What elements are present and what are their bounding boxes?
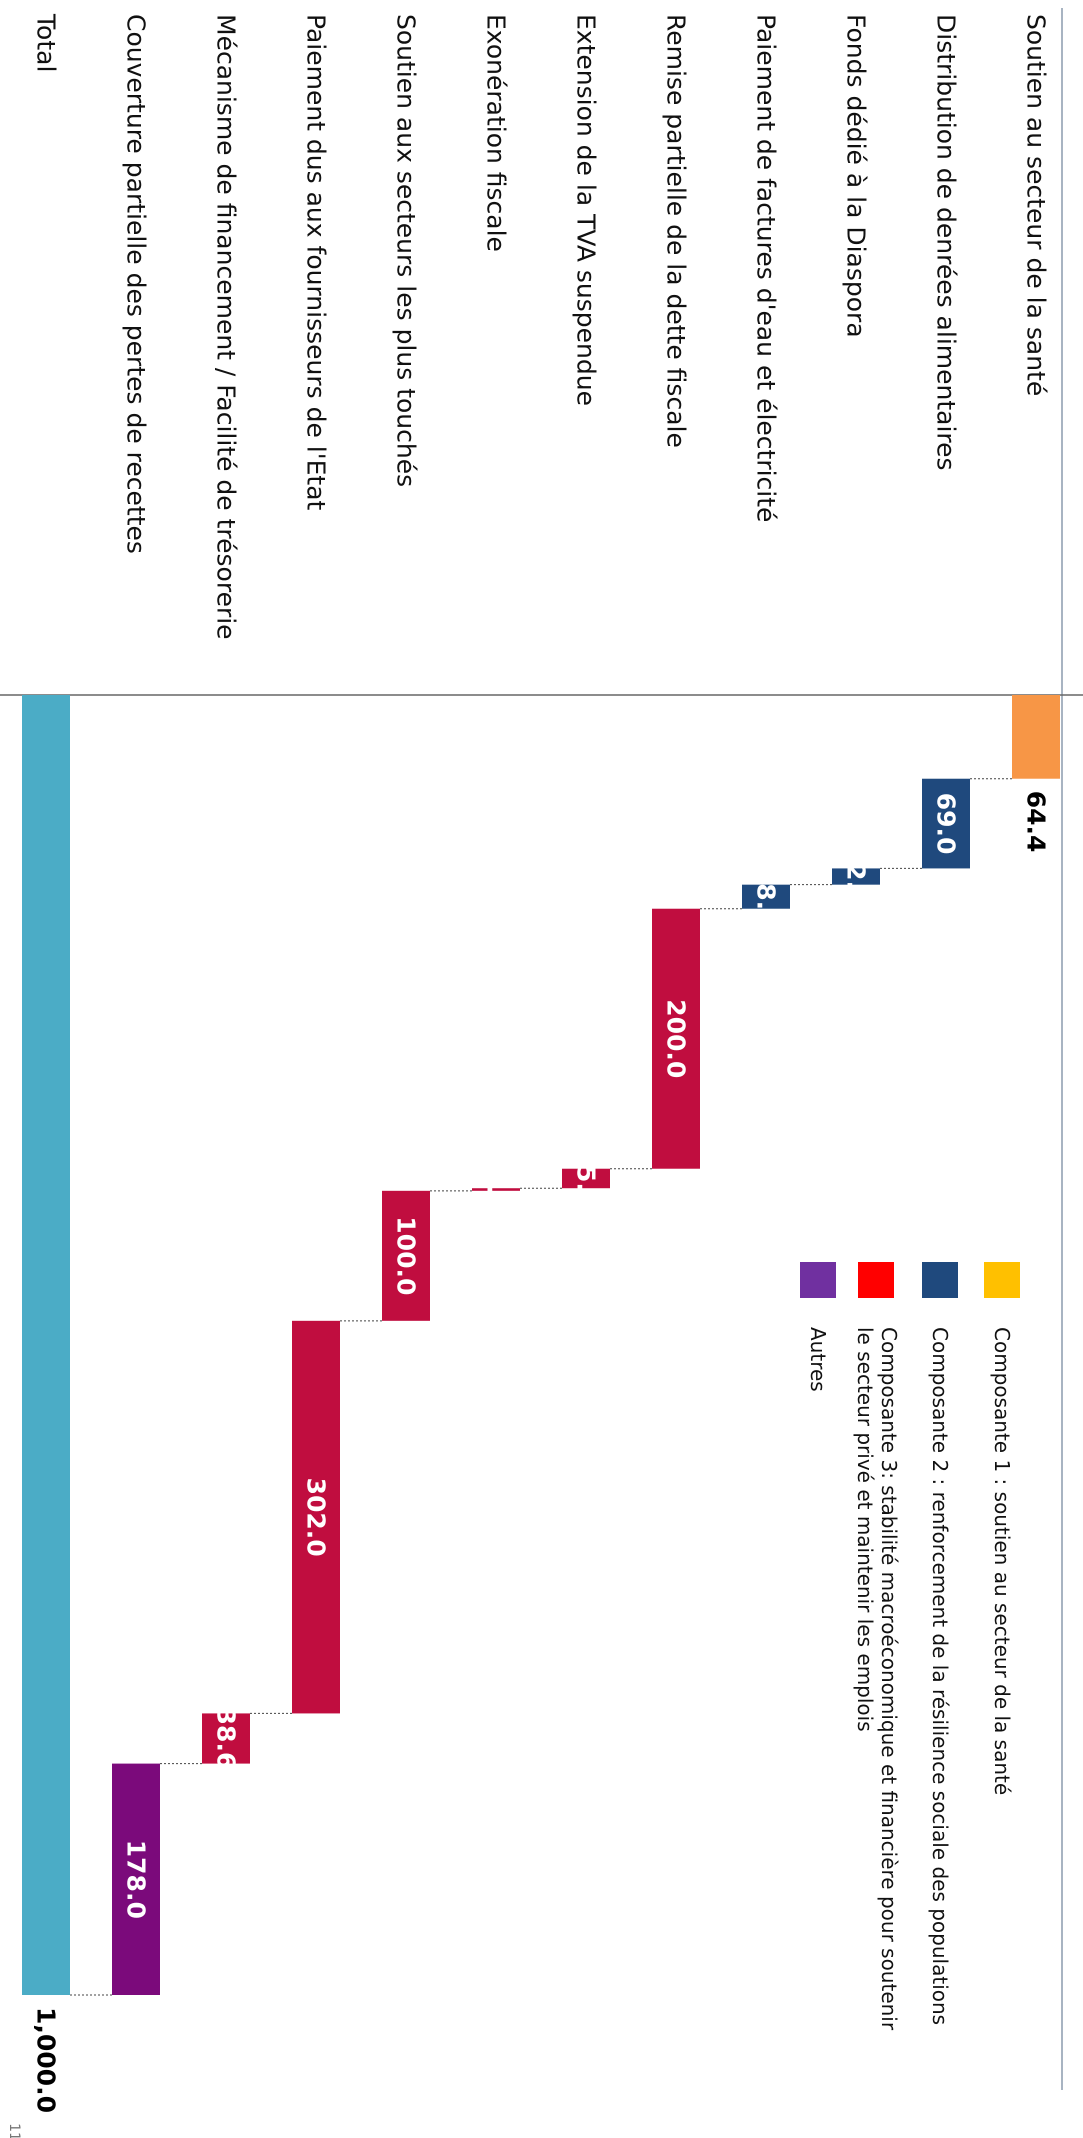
page-number: 11: [6, 2123, 22, 2138]
bar-5: [652, 908, 700, 1169]
value-label: 38.6: [212, 1708, 241, 1770]
category-label: Paiement de factures d'eau et électricit…: [752, 14, 781, 522]
bars-group: [22, 695, 1060, 1995]
legend: Composante 1 : soutien au secteur de la …: [800, 1262, 1020, 2031]
value-label: 12.5: [842, 846, 871, 908]
legend-swatch: [984, 1262, 1020, 1298]
bar-3: [832, 868, 880, 885]
value-label: 302.0: [302, 1478, 331, 1557]
value-label: 15.0: [572, 1148, 601, 1210]
legend-label: Composante 1 : soutien au secteur de la …: [990, 1327, 1014, 1795]
value-label: 2.0: [482, 1167, 511, 1211]
value-label: 200.0: [662, 999, 691, 1078]
bar-7: [472, 1188, 520, 1191]
legend-swatch: [858, 1262, 894, 1298]
bar-8: [382, 1190, 430, 1321]
connector-lines: [70, 778, 1012, 1996]
legend-label: Composante 3: stabilité macroéconomique …: [853, 1327, 901, 2031]
category-label: Extension de la TVA suspendue: [572, 14, 601, 406]
category-label: Distribution de denrées alimentaires: [932, 14, 961, 471]
value-labels-group: 64.4 69.0 12.5 18.5 200.0 15.0 2.0 100.0 302.0 38…: [32, 791, 1051, 2113]
bar-11: [112, 1763, 160, 1995]
value-label: 69.0: [932, 793, 961, 855]
value-label: 18.5: [752, 866, 781, 928]
bar-9: [292, 1320, 340, 1714]
bar-1: [1012, 695, 1060, 779]
value-label: 178.0: [122, 1840, 151, 1919]
category-labels-group: Soutien au secteur de la santé Distributi…: [32, 13, 1051, 640]
category-label: Soutien aux secteurs les plus touchés: [392, 14, 421, 487]
category-label: Soutien au secteur de la santé: [1022, 14, 1051, 396]
bar-10: [202, 1713, 250, 1764]
bar-4: [742, 884, 790, 909]
value-label: 64.4: [1022, 791, 1051, 853]
bar-6: [562, 1168, 610, 1189]
legend-swatch: [800, 1262, 836, 1298]
category-label: Couverture partielle des pertes de recet…: [122, 14, 151, 554]
category-label: Total: [32, 13, 61, 72]
legend-swatch: [922, 1262, 958, 1298]
legend-label: Composante 2 : renforcement de la résili…: [928, 1327, 952, 2025]
category-label: Remise partielle de la dette fiscale: [662, 14, 691, 448]
category-label: Fonds dédié à la Diaspora: [842, 14, 871, 338]
category-label: Paiement dus aux fournisseurs de l'Etat: [302, 14, 331, 511]
category-label: Mécanisme de financement / Facilité de t…: [212, 14, 241, 640]
category-label: Exonération fiscale: [482, 14, 511, 252]
bar-2: [922, 778, 970, 869]
bar-total: [22, 695, 70, 1995]
value-label: 100.0: [392, 1216, 421, 1295]
value-label: 1,000.0: [32, 2007, 61, 2113]
legend-label: Autres: [806, 1327, 830, 1392]
